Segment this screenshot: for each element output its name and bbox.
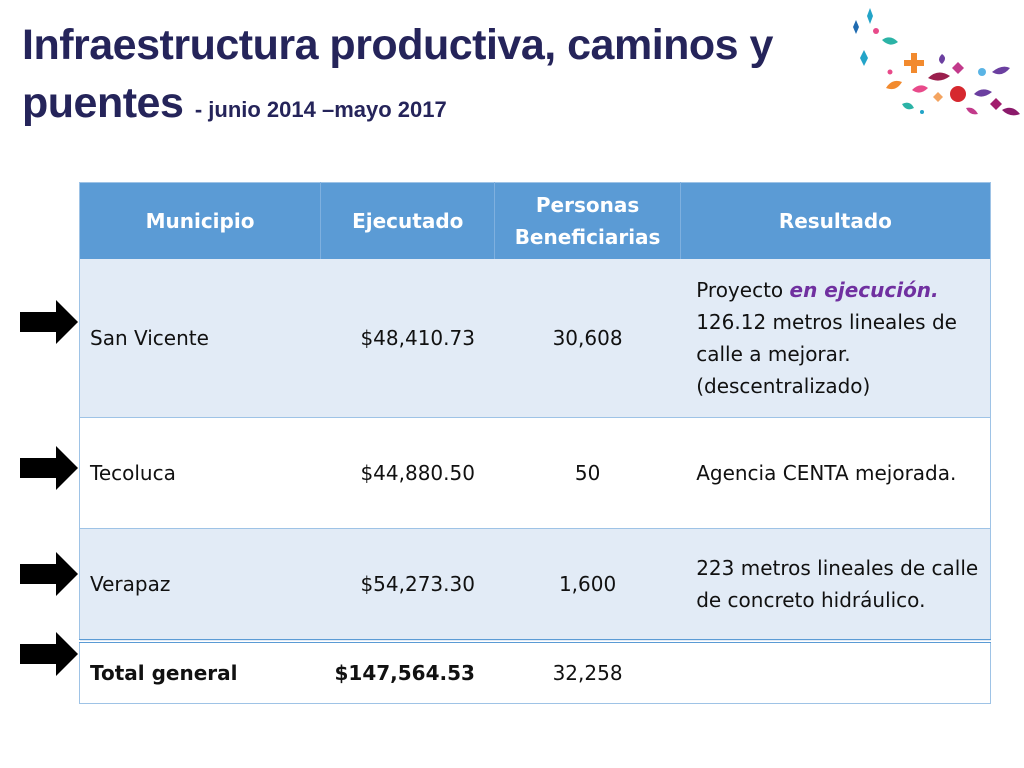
cell-total-personas: 32,258 xyxy=(494,641,681,704)
table-header-row: Municipio Ejecutado Personas Beneficiari… xyxy=(79,182,991,259)
cell-personas: 1,600 xyxy=(494,528,681,643)
right-arrow-icon xyxy=(20,446,78,490)
cell-total-resultado xyxy=(680,641,991,704)
table-row: Verapaz $54,273.30 1,600 223 metros line… xyxy=(79,528,991,643)
resultado-detail: 126.12 metros lineales de calle a mejora… xyxy=(696,310,957,398)
slide-title: Infraestructura productiva, caminos y pu… xyxy=(22,16,842,139)
cell-ejecutado: $54,273.30 xyxy=(320,528,495,643)
cell-total-label: Total general xyxy=(79,641,321,704)
cell-personas: 50 xyxy=(494,417,681,529)
cell-personas: 30,608 xyxy=(494,259,681,418)
header-personas-beneficiarias: Personas Beneficiarias xyxy=(494,182,681,259)
cell-municipio: Verapaz xyxy=(79,528,321,643)
header-municipio: Municipio xyxy=(79,182,322,259)
header-resultado: Resultado xyxy=(680,182,991,259)
title-main: Infraestructura productiva, caminos y pu… xyxy=(22,21,773,127)
cell-total-ejecutado: $147,564.53 xyxy=(320,641,495,704)
right-arrow-icon xyxy=(20,300,78,344)
cell-resultado: Proyecto en ejecución. 126.12 metros line… xyxy=(680,259,991,418)
resultado-text: Proyecto xyxy=(696,278,790,302)
table-total-row: Total general $147,564.53 32,258 xyxy=(79,641,991,704)
cell-municipio: San Vicente xyxy=(79,259,321,418)
right-arrow-icon xyxy=(20,632,78,676)
header-ejecutado: Ejecutado xyxy=(320,182,496,259)
title-date-range: - junio 2014 –mayo 2017 xyxy=(194,97,447,122)
right-arrow-icon xyxy=(20,552,78,596)
cell-resultado: 223 metros lineales de calle de concreto… xyxy=(680,528,991,643)
results-table: Municipio Ejecutado Personas Beneficiari… xyxy=(79,182,991,704)
confetti-decoration xyxy=(853,8,1020,116)
cell-ejecutado: $48,410.73 xyxy=(320,259,495,418)
resultado-highlight: en ejecución. xyxy=(789,278,939,302)
table-row: San Vicente $48,410.73 30,608 Proyecto e… xyxy=(79,259,991,418)
cell-ejecutado: $44,880.50 xyxy=(320,417,495,529)
table-row: Tecoluca $44,880.50 50 Agencia CENTA mej… xyxy=(79,417,991,529)
cell-resultado: Agencia CENTA mejorada. xyxy=(680,417,991,529)
cell-municipio: Tecoluca xyxy=(79,417,321,529)
